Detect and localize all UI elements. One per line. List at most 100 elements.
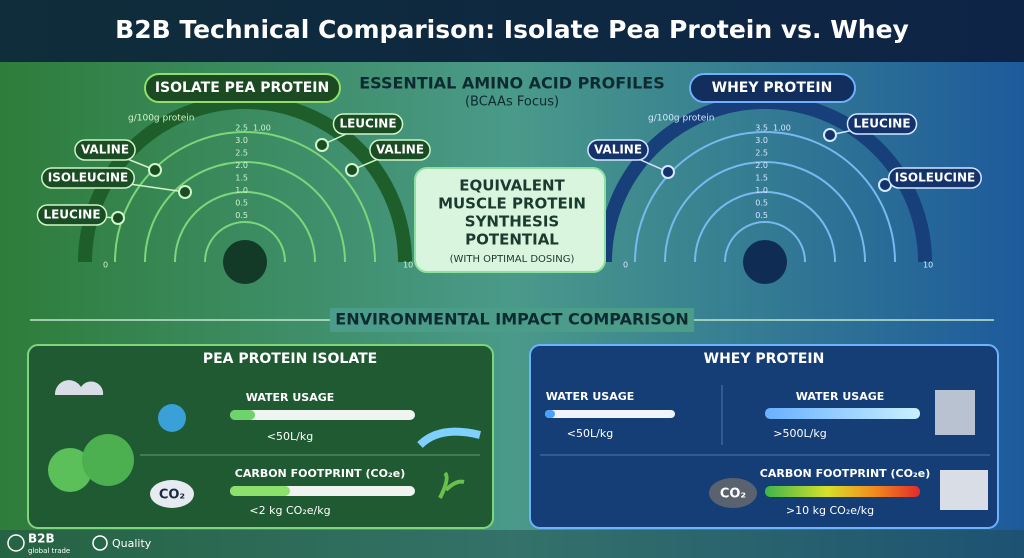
- whey-water-small-value: <50L/kg: [567, 427, 613, 440]
- marker-pill: [74, 139, 136, 161]
- sprout-icon: [438, 471, 465, 499]
- callout-line: SYNTHESIS: [465, 213, 559, 231]
- scale-label: 1.0: [755, 186, 768, 195]
- whey-carbon-value: >10 kg CO₂e/kg: [786, 504, 874, 517]
- marker-pill: [41, 167, 135, 189]
- footer-badge: Quality: [112, 537, 152, 550]
- axis-max: 10: [923, 261, 933, 270]
- cloud-icon: [709, 478, 757, 508]
- water-bar-fill: [230, 410, 255, 420]
- scale-label: 1.0: [235, 186, 248, 195]
- label-pill: [689, 73, 856, 103]
- label-pill: [144, 73, 341, 103]
- callout-note: (WITH OPTIMAL DOSING): [450, 254, 575, 265]
- scale-label: 3.0: [755, 136, 768, 145]
- amino-title: ESSENTIAL AMINO ACID PROFILES: [359, 74, 665, 93]
- axis-min: 0: [623, 261, 628, 270]
- marker-pill: [369, 139, 431, 161]
- footer-bar: [0, 530, 1024, 558]
- callout-box: [414, 167, 606, 273]
- water-bar-small: [545, 410, 675, 418]
- marker-pill: [587, 139, 649, 161]
- marker-dot: [661, 165, 675, 179]
- badge-icon: [92, 535, 108, 551]
- scale-label: 3.5: [755, 124, 768, 133]
- env-panel-whey: [529, 344, 999, 529]
- co2-icon: CO₂: [720, 487, 746, 502]
- tree-icon: [48, 448, 92, 492]
- arc: [204, 221, 286, 263]
- carbon-bar-fill: [230, 486, 290, 496]
- arc: [174, 191, 316, 263]
- marker-pill: [36, 204, 108, 226]
- marker-pill: [888, 167, 982, 189]
- env-title: ENVIRONMENTAL IMPACT COMPARISON: [335, 310, 688, 329]
- marker-pill: [332, 113, 404, 135]
- whey-label: WHEY PROTEIN: [712, 80, 833, 96]
- pipe-icon: [935, 390, 975, 435]
- marker-label: LEUCINE: [853, 117, 910, 131]
- water-bar: [765, 408, 920, 419]
- cloud-icon: [150, 480, 194, 508]
- title: B2B Technical Comparison: Isolate Pea Pr…: [115, 15, 909, 44]
- molecule-icon: [743, 240, 787, 284]
- callout-line: EQUIVALENT: [459, 177, 565, 195]
- marker-dot: [315, 138, 329, 152]
- arc: [664, 161, 866, 263]
- divider-label-bg: [330, 308, 694, 332]
- whey-water-small-label: WATER USAGE: [546, 390, 635, 403]
- scale-label: 1.5: [235, 174, 248, 183]
- marker-label: ISOLEUCINE: [895, 171, 975, 185]
- arc: [144, 161, 346, 263]
- pea-water-label: WATER USAGE: [246, 391, 335, 404]
- globe-icon: [158, 404, 186, 432]
- unit-label: g/100g protein: [128, 114, 195, 124]
- marker-label: LEUCINE: [43, 208, 100, 222]
- arc: [694, 191, 836, 263]
- scale-top: 1.00: [773, 124, 791, 133]
- unit-label: g/100g protein: [648, 114, 715, 124]
- marker-label: LEUCINE: [339, 117, 396, 131]
- env-panel-pea: [27, 344, 494, 529]
- scale-label: 3.0: [235, 136, 248, 145]
- factory-icon: [940, 470, 988, 510]
- brand-icon: [7, 534, 25, 552]
- marker-dot: [823, 128, 837, 142]
- tree-icon: [82, 434, 134, 486]
- arc: [724, 221, 806, 263]
- arc: [634, 131, 896, 263]
- whey-carbon-label: CARBON FOOTPRINT (CO₂e): [760, 467, 930, 480]
- scale-label: 2.5: [235, 149, 248, 158]
- amino-subtitle: (BCAAs Focus): [465, 95, 559, 110]
- marker-dot: [148, 163, 162, 177]
- pea-carbon-label: CARBON FOOTPRINT (CO₂e): [235, 467, 405, 480]
- whey-water-label: WATER USAGE: [796, 390, 885, 403]
- marker-label: VALINE: [376, 143, 424, 157]
- axis-min: 0: [103, 261, 108, 270]
- marker-dot: [178, 185, 192, 199]
- whey-water-value: >500L/kg: [773, 427, 826, 440]
- scale-label: 0.5: [755, 211, 768, 220]
- scale-label: 2.5: [235, 124, 248, 133]
- scale-top: 1.00: [253, 124, 271, 133]
- footer-brand: B2B: [28, 532, 55, 546]
- arc: [114, 131, 376, 263]
- pea-water-value: <50L/kg: [267, 430, 313, 443]
- marker-dot: [111, 211, 125, 225]
- scale-label: 0.5: [755, 199, 768, 208]
- scale-label: 0.5: [235, 199, 248, 208]
- scale-label: 2.5: [755, 149, 768, 158]
- callout-line: POTENTIAL: [465, 231, 559, 249]
- river-icon: [417, 427, 481, 448]
- marker-label: VALINE: [594, 143, 642, 157]
- marker-dot: [345, 163, 359, 177]
- water-bar-small-fill: [545, 410, 555, 418]
- axis-max: 10: [403, 261, 413, 270]
- pea-env-label: PEA PROTEIN ISOLATE: [203, 351, 377, 367]
- marker-label: VALINE: [81, 143, 129, 157]
- water-bar: [230, 410, 415, 420]
- marker-label: ISOLEUCINE: [48, 171, 128, 185]
- footer-brand-sub: global trade: [28, 547, 70, 555]
